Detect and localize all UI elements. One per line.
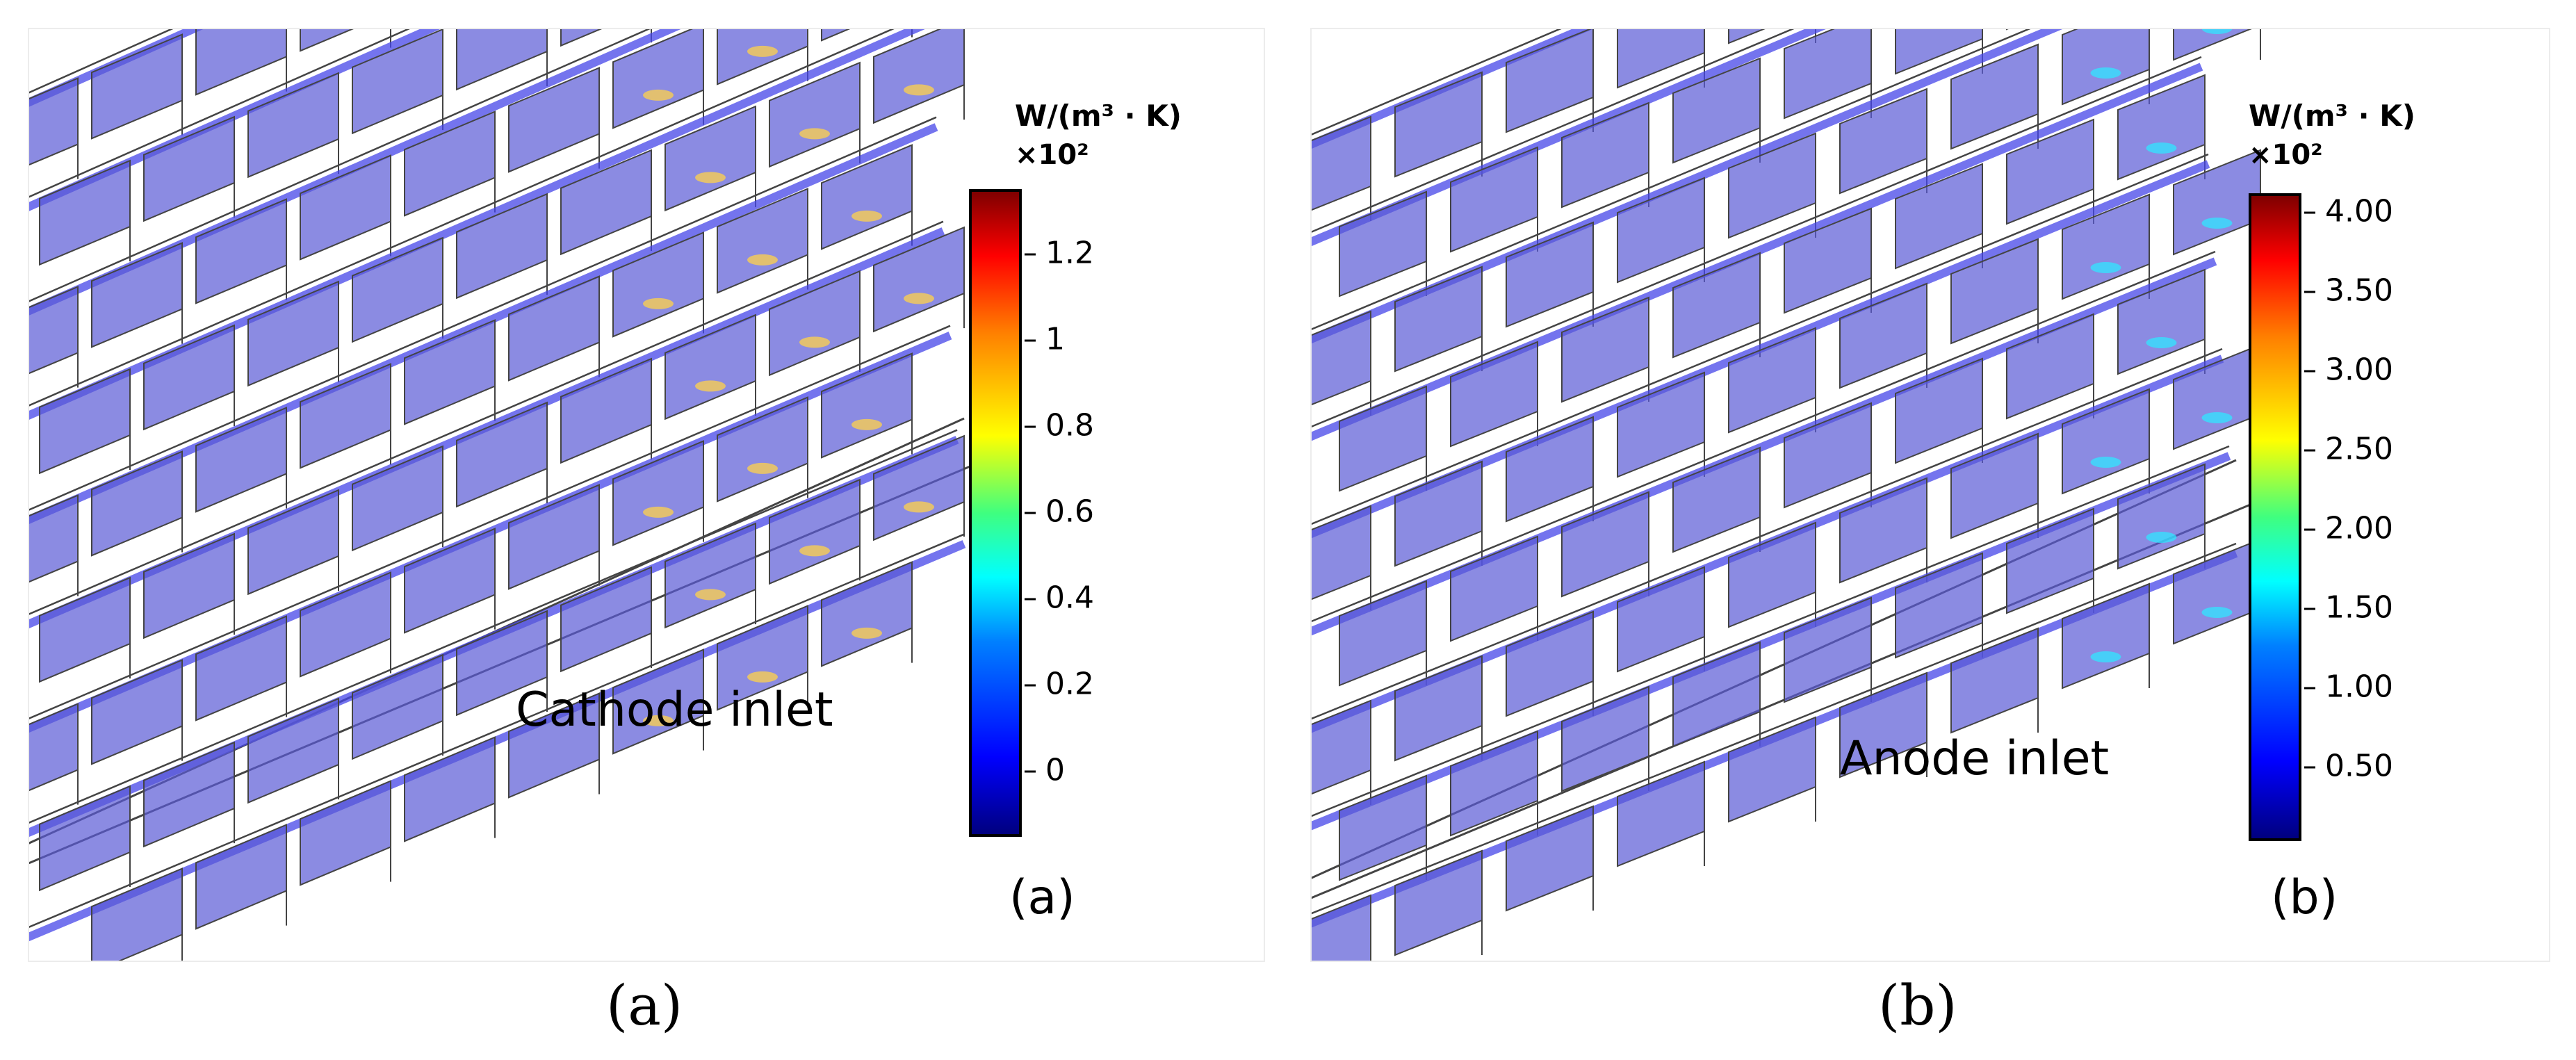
colorbar-tick-a: 0.8: [1025, 407, 1094, 443]
colorbar-tick-a: 1.2: [1025, 235, 1094, 271]
colorbar-tick-b: 2.50: [2304, 431, 2393, 467]
colorbar-unit-b: W/(m³ · K): [2249, 99, 2415, 133]
cathode-flow-field-render: [29, 29, 986, 961]
cathode-inlet-label: Cathode inlet: [516, 683, 833, 737]
colorbar-tick-a: 0: [1025, 752, 1065, 788]
colorbar-tick-a: 0.4: [1025, 580, 1094, 616]
panel-b-anode: W/(m³ · K) ×10² 4.00 3.50 3.00 2.50 2.00 1.50…: [1310, 28, 2550, 962]
inner-panel-label-a: (a): [1009, 870, 1075, 925]
colorbar-tick-b: 0.50: [2304, 748, 2393, 784]
colorbar-tick-b: 1.50: [2304, 589, 2393, 626]
colorbar-tick-a: 1: [1025, 321, 1065, 357]
colorbar-tick-b: 2.00: [2304, 510, 2393, 546]
colorbar-tick-b: 4.00: [2304, 193, 2393, 229]
anode-inlet-label: Anode inlet: [1840, 731, 2110, 786]
colorbar-unit-a: W/(m³ · K): [1015, 99, 1182, 133]
caption-a: (a): [606, 973, 683, 1038]
colorbar-multiplier-b: ×10²: [2249, 139, 2323, 171]
colorbar-tick-b: 3.50: [2304, 272, 2393, 309]
colorbar-tick-a: 0.2: [1025, 666, 1094, 702]
inner-panel-label-b: (b): [2271, 870, 2338, 925]
panel-a-cathode: W/(m³ · K) ×10² 1.2 1 0.8 0.6 0.4 0.2 0 Cathod…: [28, 28, 1265, 962]
colorbar-multiplier-a: ×10²: [1015, 139, 1089, 171]
anode-flow-field-render: [1312, 29, 2261, 961]
colorbar-tick-a: 0.6: [1025, 494, 1094, 530]
colorbar-b: [2249, 193, 2301, 841]
colorbar-a: [969, 189, 1022, 837]
colorbar-tick-b: 3.00: [2304, 352, 2393, 388]
caption-b: (b): [1878, 973, 1957, 1038]
colorbar-tick-b: 1.00: [2304, 669, 2393, 705]
